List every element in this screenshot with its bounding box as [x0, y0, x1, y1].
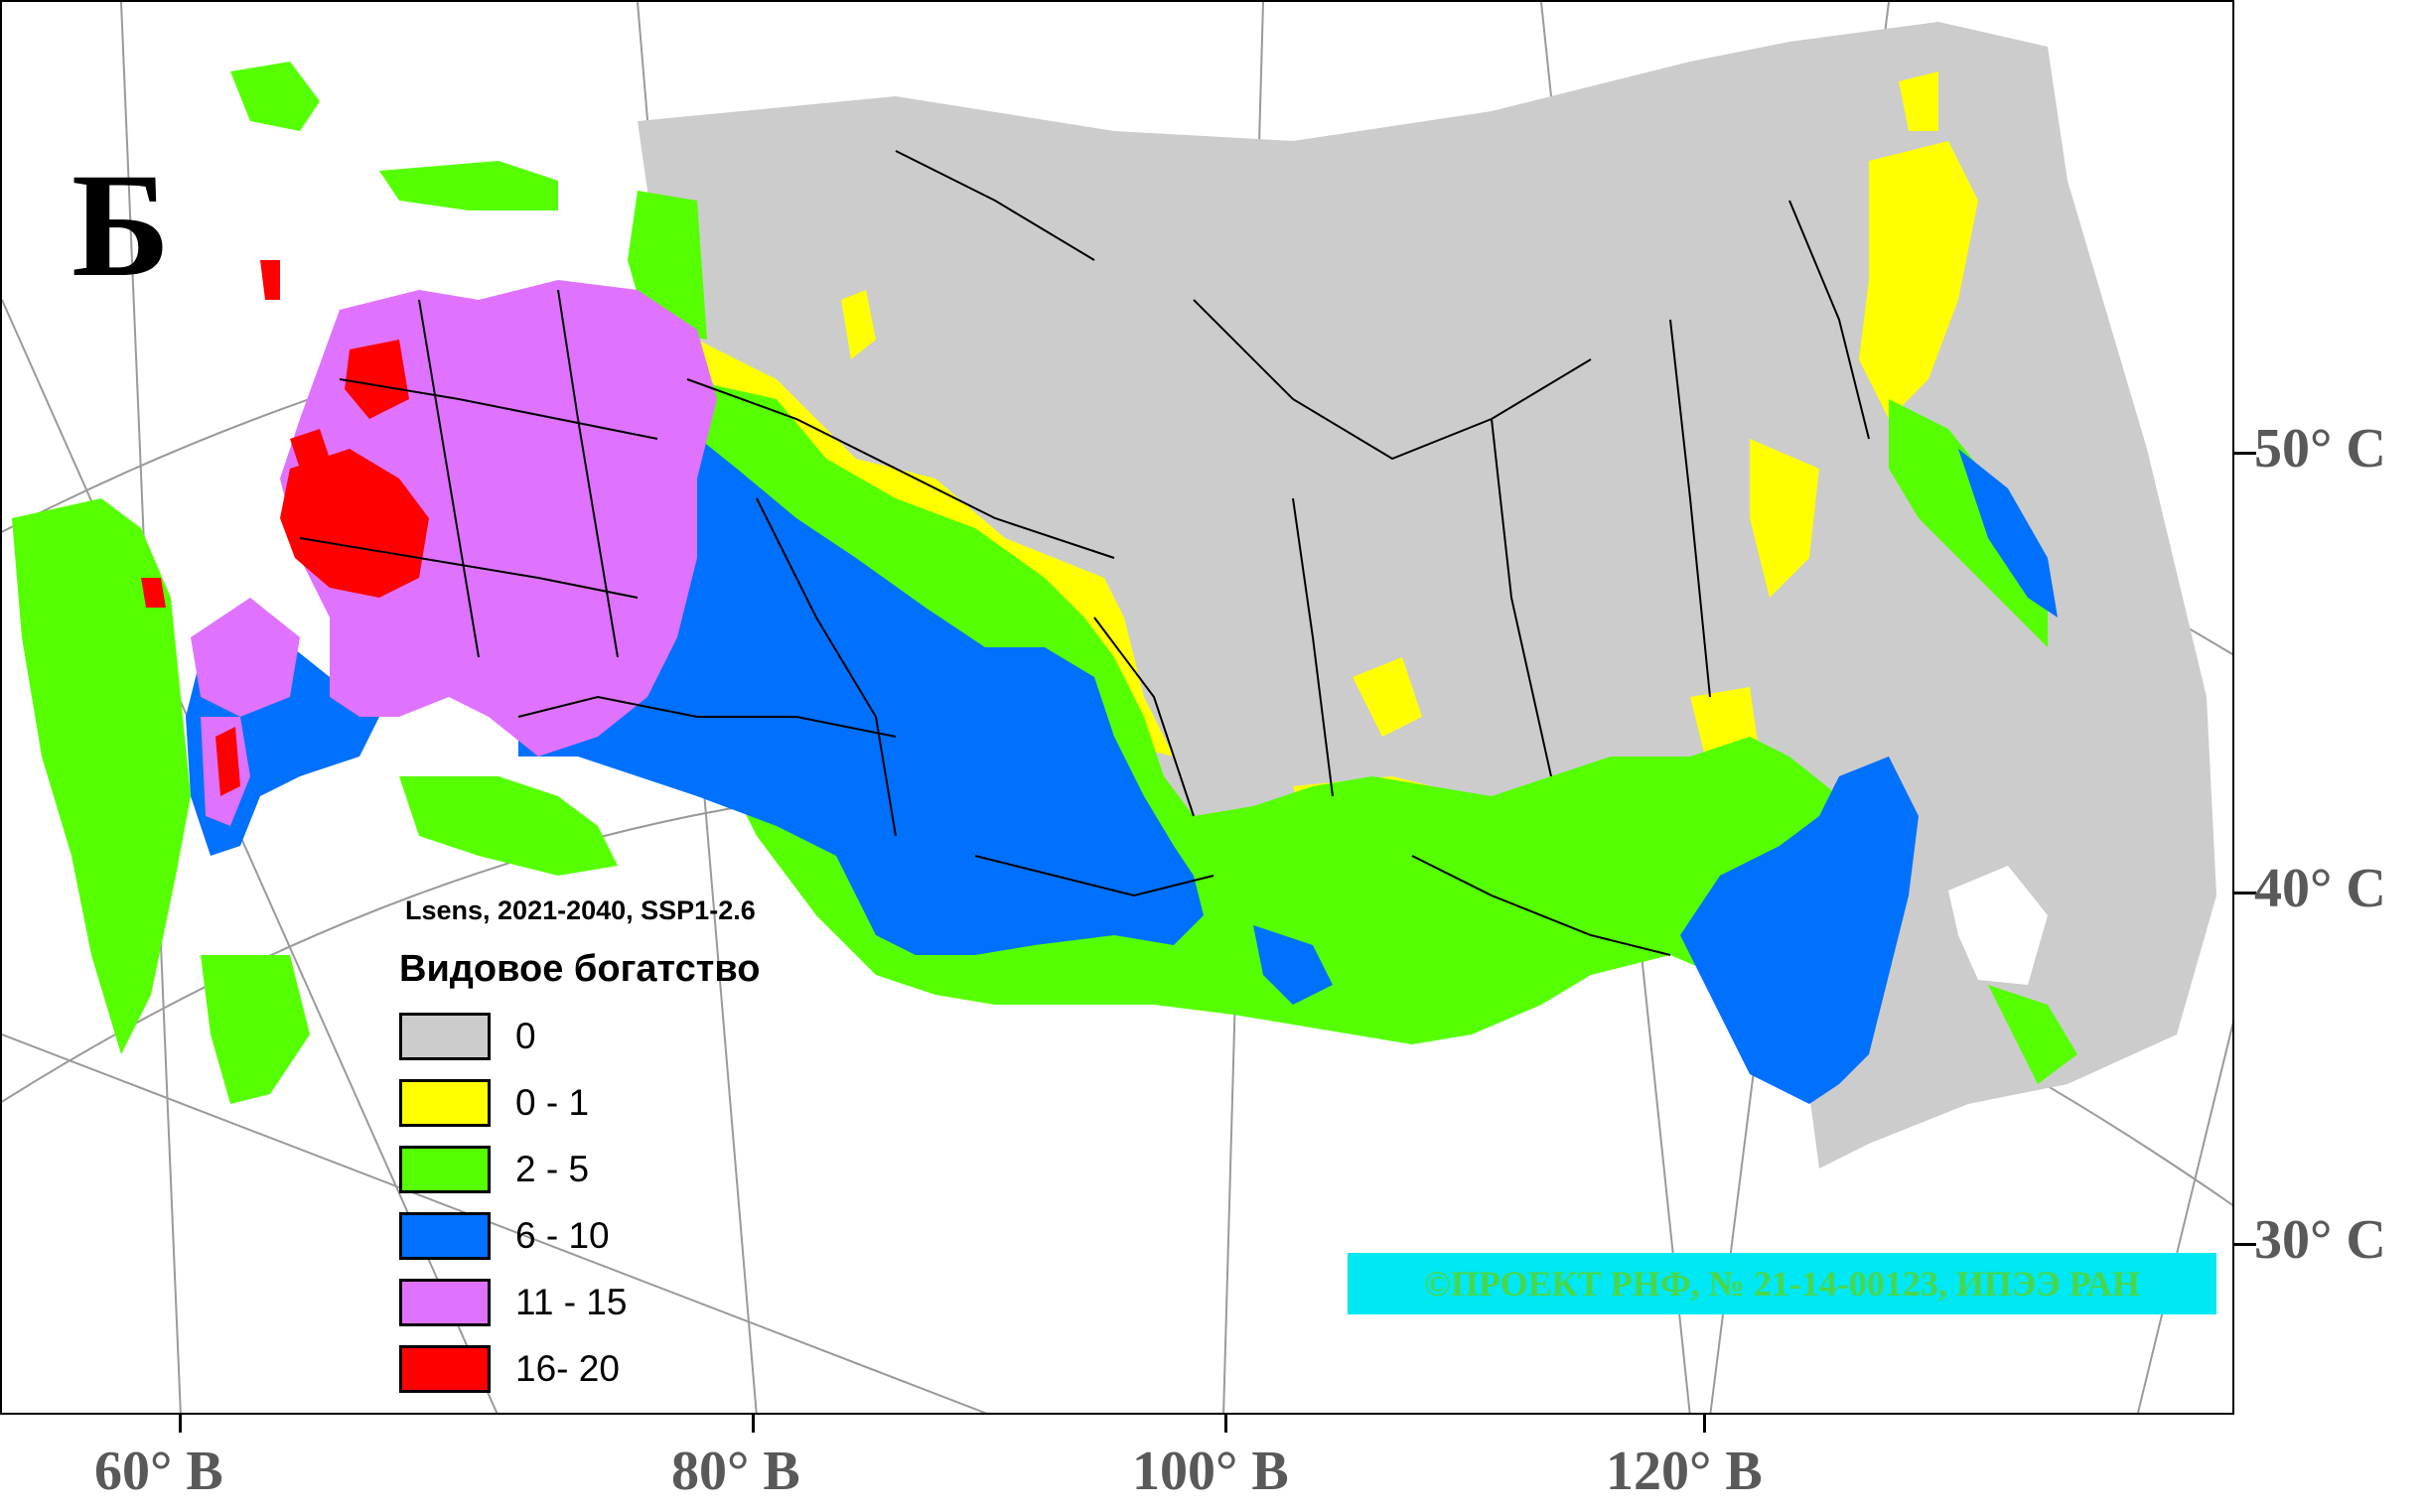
lon-label-60: 60° В [94, 1441, 223, 1502]
lon-label-80: 80° В [671, 1441, 800, 1502]
legend-item: 0 [399, 1003, 760, 1069]
lon-tick-80 [752, 1415, 755, 1433]
lat-tick-50 [2234, 452, 2256, 455]
legend-swatch [399, 1145, 491, 1193]
lat-label-50: 50° С [2254, 418, 2386, 480]
copyright-banner: ©ПРОЕКТ РНФ, № 21-14-00123, ИПЭЭ РАН [1348, 1253, 2216, 1314]
lon-label-120: 120° В [1606, 1441, 1763, 1502]
red-region [141, 260, 429, 796]
legend-label: 0 [515, 1015, 536, 1056]
region-boundaries [299, 150, 1870, 956]
legend-item: 16- 20 [399, 1335, 760, 1402]
lon-label-100: 100° В [1132, 1441, 1289, 1502]
legend-swatch [399, 1278, 491, 1326]
legend-label: 11 - 15 [515, 1281, 628, 1322]
lat-label-40: 40° С [2254, 858, 2386, 919]
lat-label-30: 30° С [2254, 1209, 2386, 1271]
legend-label: 6 - 10 [515, 1214, 610, 1256]
panel-letter: Б [71, 143, 171, 308]
legend-label: 0 - 1 [515, 1081, 590, 1123]
legend-swatch [399, 1211, 491, 1260]
legend-swatch [399, 1344, 491, 1393]
lon-tick-100 [1224, 1415, 1227, 1433]
legend-title: Видовое богатство [399, 948, 761, 990]
zero-richness-region [638, 22, 2216, 1168]
legend-label: 2 - 5 [515, 1148, 590, 1189]
lat-tick-30 [2234, 1243, 2256, 1246]
legend-run-label: Lsens, 2021-2040, SSP1-2.6 [405, 895, 756, 925]
legend-item: 6 - 10 [399, 1202, 760, 1269]
lat-tick-40 [2234, 892, 2256, 894]
lon-tick-120 [1703, 1415, 1706, 1433]
lon-tick-60 [179, 1415, 182, 1433]
map-frame: Б Lsens, 2021-2040, SSP1-2.6 Видовое бог… [0, 0, 2234, 1415]
legend-swatch [399, 1078, 491, 1127]
legend-item: 11 - 15 [399, 1269, 760, 1335]
legend-item: 0 - 1 [399, 1069, 760, 1136]
legend-label: 16- 20 [515, 1347, 620, 1389]
white-gap [1948, 866, 2048, 985]
legend-item: 2 - 5 [399, 1136, 760, 1202]
legend: Lsens, 2021-2040, SSP1-2.6 Видовое богат… [399, 895, 760, 1402]
species-richness-map [2, 2, 2232, 1413]
legend-swatch [399, 1012, 491, 1060]
